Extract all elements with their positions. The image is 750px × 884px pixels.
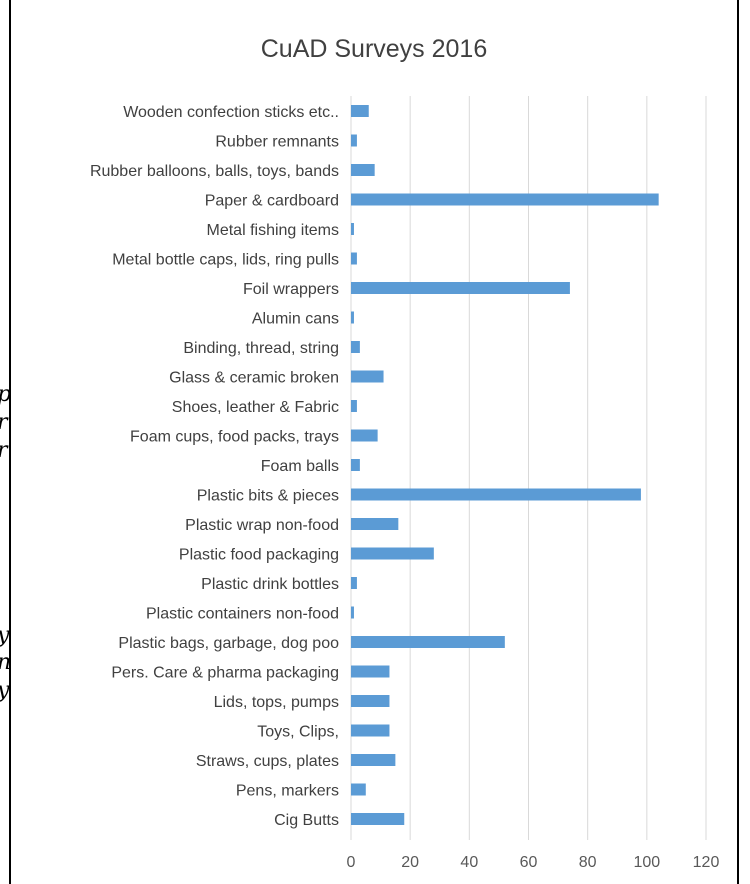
- cropped-edge-glyph: r: [0, 440, 8, 462]
- x-tick-label: 120: [693, 854, 720, 871]
- bar: [351, 636, 505, 648]
- gridlines: [350, 96, 707, 840]
- bar: [351, 665, 390, 678]
- category-label: Foam cups, food packs, trays: [130, 429, 339, 446]
- bar: [351, 695, 390, 707]
- category-label: Straws, cups, plates: [196, 753, 339, 770]
- bar: [351, 105, 369, 117]
- bar: [351, 459, 360, 471]
- chart-title: CuAD Surveys 2016: [261, 35, 488, 63]
- bars: [351, 105, 659, 825]
- cropped-edge-glyph: y: [0, 680, 9, 702]
- bar: [351, 400, 357, 412]
- category-label: Plastic wrap non-food: [185, 517, 339, 534]
- category-label: Lids, tops, pumps: [214, 694, 339, 711]
- category-label: Metal fishing items: [207, 222, 340, 239]
- bar: [351, 547, 434, 560]
- category-label: Foam balls: [261, 458, 339, 475]
- bar: [351, 429, 378, 442]
- category-label: Pers. Care & pharma packaging: [111, 665, 339, 682]
- bar-chart: CuAD Surveys 2016 Wooden confection stic…: [90, 35, 720, 871]
- bar: [351, 783, 366, 796]
- category-label: Shoes, leather & Fabric: [172, 399, 339, 416]
- cropped-edge-glyph: y: [0, 625, 9, 647]
- category-label: Foil wrappers: [243, 281, 339, 298]
- bar: [351, 223, 354, 235]
- cropped-edge-glyph: r: [0, 412, 8, 434]
- category-label: Rubber balloons, balls, toys, bands: [90, 163, 339, 180]
- bar: [351, 164, 375, 176]
- chart-frame: CuAD Surveys 2016 Wooden confection stic…: [9, 0, 739, 884]
- category-label: Metal bottle caps, lids, ring pulls: [112, 252, 339, 269]
- x-tick-label: 40: [460, 854, 478, 871]
- bar: [351, 606, 354, 619]
- x-tick-label: 0: [347, 854, 356, 871]
- category-label: Cig Butts: [274, 812, 339, 829]
- bar: [351, 754, 396, 766]
- category-label: Paper & cardboard: [205, 193, 339, 210]
- category-label: Pens, markers: [236, 783, 339, 800]
- bar: [351, 724, 390, 737]
- category-labels: Wooden confection sticks etc.. Rubber rem…: [90, 104, 339, 829]
- bar: [351, 488, 641, 501]
- category-label: Alumin cans: [252, 311, 339, 328]
- bar: [351, 518, 399, 530]
- bar: [351, 193, 659, 206]
- x-tick-label: 60: [520, 854, 538, 871]
- bar: [351, 134, 357, 147]
- category-label: Plastic containers non-food: [146, 606, 339, 623]
- x-tick-label: 100: [633, 854, 660, 871]
- category-label: Binding, thread, string: [183, 340, 339, 357]
- bar: [351, 341, 360, 353]
- category-label: Glass & ceramic broken: [169, 370, 339, 387]
- bar: [351, 311, 354, 324]
- category-label: Plastic drink bottles: [201, 576, 339, 593]
- bar: [351, 813, 405, 825]
- category-label: Wooden confection sticks etc..: [123, 104, 339, 121]
- bar: [351, 282, 570, 294]
- category-label: Plastic food packaging: [179, 547, 339, 564]
- bar: [351, 370, 384, 383]
- category-label: Plastic bits & pieces: [197, 488, 339, 505]
- cropped-edge-glyph: n: [0, 652, 11, 674]
- bar: [351, 577, 357, 589]
- category-label: Rubber remnants: [215, 134, 339, 151]
- x-tick-label: 80: [579, 854, 597, 871]
- category-label: Plastic bags, garbage, dog poo: [118, 635, 339, 652]
- cropped-edge-glyph: p: [0, 384, 11, 406]
- x-axis-tick-labels: 0 20 40 60 80 100 120: [347, 854, 720, 871]
- bar: [351, 252, 357, 265]
- category-label: Toys, Clips,: [257, 724, 339, 741]
- x-tick-label: 20: [401, 854, 419, 871]
